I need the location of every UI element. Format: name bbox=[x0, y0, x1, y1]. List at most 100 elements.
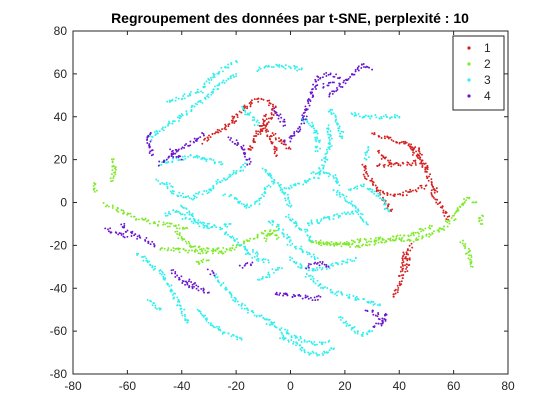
data-point bbox=[170, 249, 173, 252]
data-point bbox=[354, 68, 357, 71]
data-point bbox=[217, 88, 220, 90]
data-point bbox=[249, 253, 251, 256]
data-point bbox=[357, 213, 360, 216]
data-point bbox=[420, 159, 423, 162]
data-point bbox=[360, 67, 363, 69]
data-point bbox=[244, 262, 247, 265]
data-point bbox=[294, 67, 296, 70]
data-point bbox=[342, 321, 345, 324]
data-point bbox=[243, 104, 246, 107]
data-point bbox=[334, 120, 337, 123]
legend-item-1[interactable]: 1 bbox=[467, 41, 491, 55]
data-point bbox=[432, 196, 435, 199]
data-point bbox=[230, 296, 233, 299]
data-point bbox=[196, 154, 199, 157]
data-point bbox=[334, 114, 337, 117]
data-point bbox=[109, 177, 112, 180]
legend[interactable]: 1 2 3 4 bbox=[452, 35, 505, 111]
data-point bbox=[229, 222, 232, 225]
data-point bbox=[176, 230, 179, 233]
legend-item-2[interactable]: 2 bbox=[467, 57, 491, 71]
data-point bbox=[401, 161, 404, 164]
data-point bbox=[321, 352, 324, 355]
data-point bbox=[352, 212, 355, 215]
data-point bbox=[194, 245, 197, 248]
data-point bbox=[178, 251, 181, 254]
data-point bbox=[220, 161, 223, 163]
data-point bbox=[282, 334, 285, 337]
data-point bbox=[429, 234, 432, 236]
data-point bbox=[284, 64, 287, 67]
data-point bbox=[354, 297, 357, 299]
data-point bbox=[271, 323, 274, 326]
data-point bbox=[272, 229, 275, 232]
data-point bbox=[351, 327, 354, 330]
data-point bbox=[316, 84, 319, 87]
data-point bbox=[224, 179, 227, 181]
data-point bbox=[133, 215, 136, 218]
data-point bbox=[225, 79, 228, 82]
data-point bbox=[383, 208, 386, 210]
data-point bbox=[181, 239, 184, 241]
data-point bbox=[412, 232, 415, 235]
data-point bbox=[201, 157, 204, 160]
data-point bbox=[328, 141, 331, 144]
data-point bbox=[351, 260, 354, 263]
data-point bbox=[341, 317, 344, 319]
data-point bbox=[468, 254, 471, 257]
data-point bbox=[196, 91, 199, 93]
data-point bbox=[244, 253, 247, 256]
data-point bbox=[167, 248, 169, 251]
data-point bbox=[313, 340, 316, 343]
data-point bbox=[377, 151, 380, 154]
data-point bbox=[203, 291, 206, 294]
data-point bbox=[187, 155, 190, 158]
data-point bbox=[171, 293, 174, 296]
data-point bbox=[295, 66, 298, 68]
data-point bbox=[280, 331, 283, 334]
data-point bbox=[419, 227, 422, 230]
data-point bbox=[299, 295, 302, 297]
data-point bbox=[258, 199, 261, 202]
data-point bbox=[177, 224, 180, 227]
data-point bbox=[367, 330, 370, 333]
data-point bbox=[338, 125, 341, 128]
data-point bbox=[451, 214, 454, 217]
data-point bbox=[409, 249, 412, 252]
data-point bbox=[294, 247, 297, 250]
data-point bbox=[267, 121, 270, 124]
data-point bbox=[342, 131, 345, 133]
data-point bbox=[365, 151, 368, 154]
data-point bbox=[210, 322, 212, 325]
legend-item-4[interactable]: 4 bbox=[467, 89, 491, 103]
data-point bbox=[222, 194, 225, 197]
data-point bbox=[264, 258, 267, 261]
data-point bbox=[371, 188, 374, 191]
data-point bbox=[387, 164, 390, 167]
data-point bbox=[256, 252, 259, 255]
data-point bbox=[368, 188, 371, 191]
data-point bbox=[480, 219, 483, 222]
data-point bbox=[293, 222, 296, 224]
data-point bbox=[254, 141, 256, 144]
data-point bbox=[409, 147, 412, 150]
data-point bbox=[263, 66, 266, 69]
data-point bbox=[170, 192, 173, 194]
data-point bbox=[373, 243, 376, 246]
legend-item-3[interactable]: 3 bbox=[467, 73, 491, 87]
data-point bbox=[246, 203, 249, 206]
data-point bbox=[165, 183, 168, 186]
data-point bbox=[293, 261, 296, 263]
data-point bbox=[208, 134, 210, 137]
data-point bbox=[205, 80, 208, 83]
data-point bbox=[299, 247, 302, 250]
data-point bbox=[207, 138, 210, 141]
data-point bbox=[161, 181, 164, 184]
data-point bbox=[348, 297, 351, 299]
plot-area bbox=[73, 31, 508, 374]
data-point bbox=[260, 231, 263, 234]
data-point bbox=[364, 66, 367, 69]
data-point bbox=[206, 139, 209, 142]
data-point bbox=[243, 242, 246, 245]
data-point bbox=[338, 84, 341, 87]
